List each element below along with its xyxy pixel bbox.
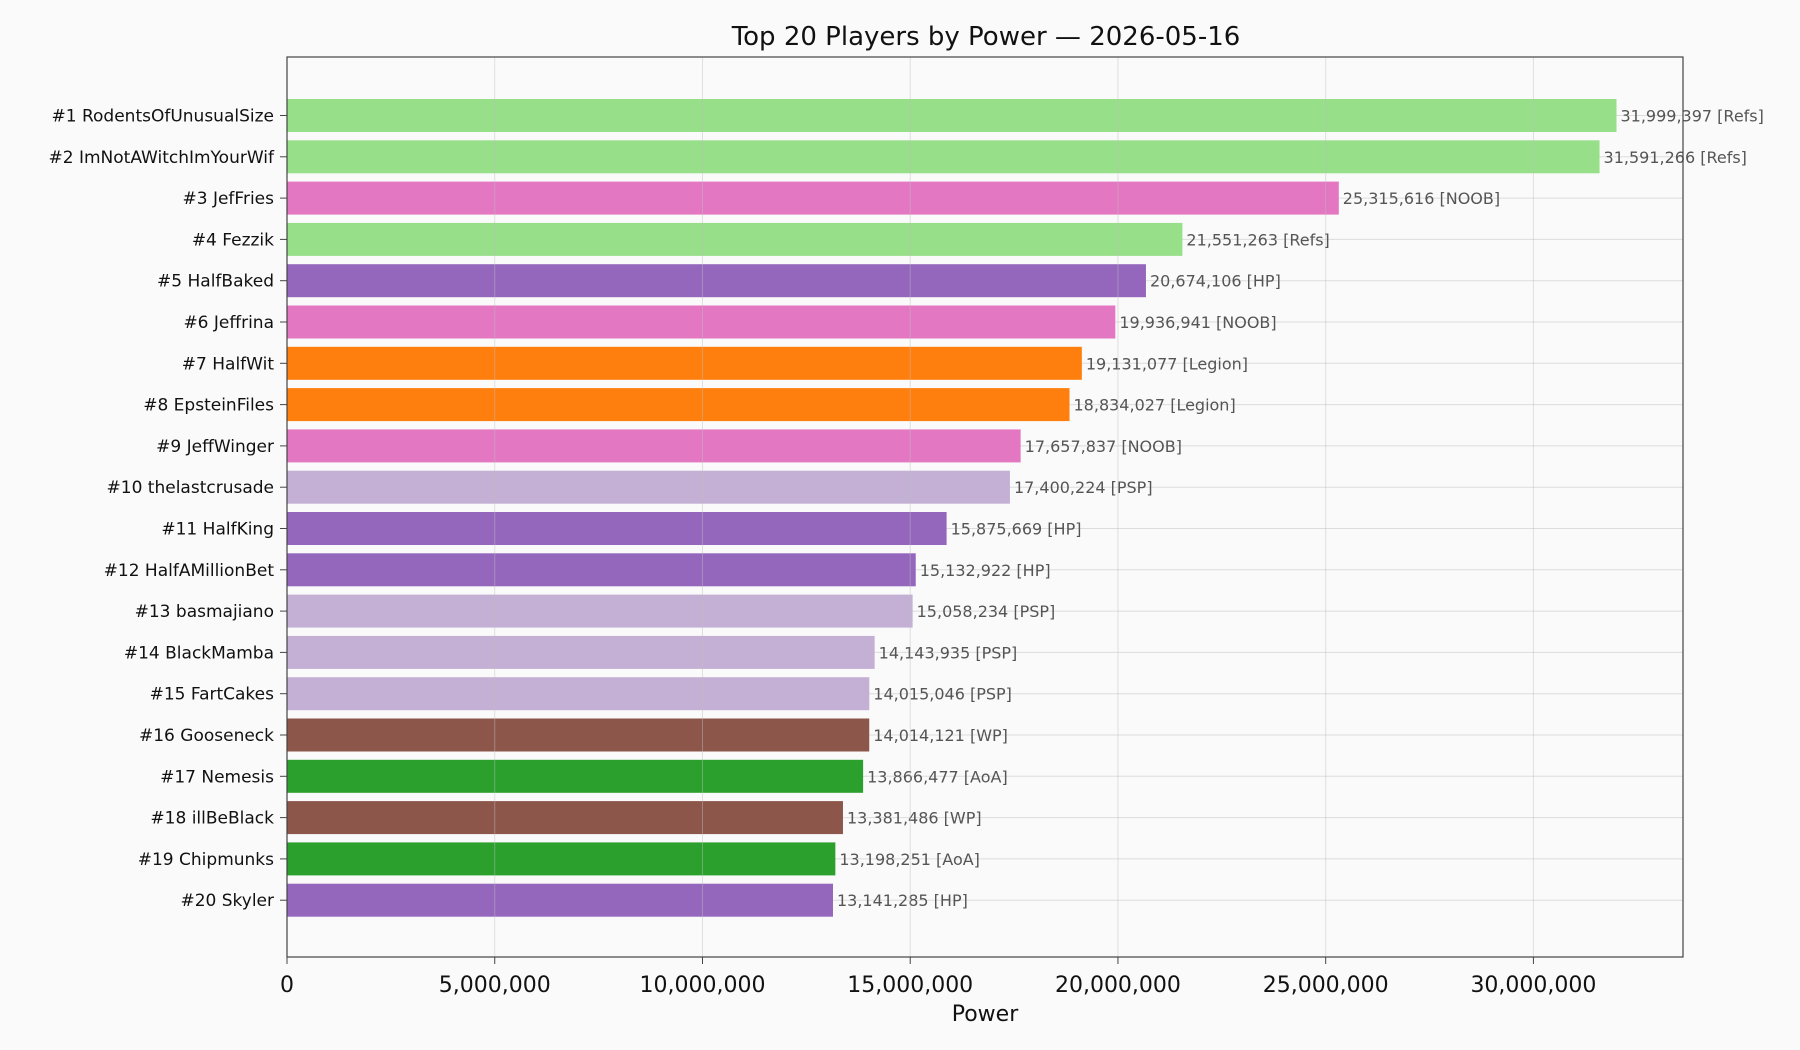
y-tick-label: #13 basmajiano: [135, 602, 274, 622]
bar: [287, 594, 913, 628]
y-tick-label: #16 Gooseneck: [139, 726, 274, 746]
data-label: 14,014,121 [WP]: [873, 726, 1008, 745]
data-label: 15,132,922 [HP]: [920, 561, 1051, 580]
y-tick-label: #20 Skyler: [180, 891, 274, 911]
bar: [287, 140, 1600, 174]
data-label: 21,551,263 [Refs]: [1186, 230, 1329, 249]
bar: [287, 842, 836, 876]
y-tick-label: #17 Nemesis: [160, 767, 274, 787]
data-label: 25,315,616 [NOOB]: [1343, 189, 1500, 208]
y-tick-label: #11 HalfKing: [161, 520, 274, 540]
y-tick-label: #1 RodentsOfUnusualSize: [52, 107, 275, 127]
y-tick-label: #5 HalfBaked: [157, 272, 274, 292]
y-tick-label: #8 EpsteinFiles: [143, 396, 274, 416]
bar: [287, 429, 1021, 463]
bar: [287, 512, 947, 545]
data-label: 20,674,106 [HP]: [1150, 272, 1281, 291]
bar: [287, 759, 864, 793]
x-axis-label: Power: [952, 1002, 1019, 1027]
bar: [287, 553, 916, 587]
data-label: 31,999,397 [Refs]: [1620, 107, 1763, 126]
data-label: 15,875,669 [HP]: [951, 520, 1082, 539]
data-label: 14,015,046 [PSP]: [873, 685, 1012, 704]
plot-frame: [286, 56, 1684, 958]
bar: [287, 222, 1183, 256]
data-label: 18,834,027 [Legion]: [1074, 396, 1236, 415]
data-label: 13,866,477 [AoA]: [867, 767, 1008, 786]
y-tick-label: #10 thelastcrusade: [107, 478, 274, 498]
bars: [287, 99, 1617, 917]
bar: [287, 99, 1617, 132]
x-tick-label: 30,000,000: [1470, 973, 1596, 998]
data-labels: 31,999,397 [Refs] 31,591,266 [Refs] 25,315…: [837, 107, 1764, 911]
bar: [287, 264, 1146, 298]
bar: [287, 718, 870, 752]
y-tick-label: #9 JeffWinger: [156, 437, 274, 457]
y-tick-label: #19 Chipmunks: [138, 850, 274, 870]
y-tick-label: #2 ImNotAWitchImYourWif: [49, 148, 275, 168]
data-label: 31,591,266 [Refs]: [1604, 148, 1747, 167]
y-tick-label: #12 HalfAMillionBet: [104, 561, 275, 581]
data-label: 19,936,941 [NOOB]: [1119, 313, 1276, 332]
x-tick-label: 0: [280, 973, 294, 998]
bar: [287, 470, 1010, 504]
y-tick-label: #4 Fezzik: [192, 230, 274, 250]
bar: [287, 181, 1339, 215]
x-tick-label: 15,000,000: [847, 973, 973, 998]
x-tick-label: 20,000,000: [1055, 973, 1181, 998]
bar: [287, 883, 833, 917]
y-tick-label: #18 illBeBlack: [150, 809, 274, 829]
data-label: 17,657,837 [NOOB]: [1025, 437, 1182, 456]
y-tick-label: #14 BlackMamba: [124, 643, 274, 663]
bar: [287, 801, 843, 835]
bar: [287, 677, 870, 711]
data-label: 13,198,251 [AoA]: [839, 850, 980, 869]
bar: [287, 635, 875, 669]
x-tick-label: 10,000,000: [639, 973, 765, 998]
bar: [287, 388, 1070, 422]
data-label: 15,058,234 [PSP]: [917, 602, 1056, 621]
y-tick-label: #7 HalfWit: [182, 354, 275, 374]
y-tick-label: #15 FartCakes: [150, 685, 275, 705]
y-tick-label: #6 Jeffrina: [183, 313, 274, 333]
data-label: 17,400,224 [PSP]: [1014, 478, 1153, 497]
chart-title: Top 20 Players by Power — 2026-05-16: [731, 22, 1241, 52]
bar: [287, 305, 1116, 339]
data-label: 19,131,077 [Legion]: [1086, 354, 1248, 373]
y-tick-label: #3 JefFries: [183, 189, 275, 209]
x-tick-label: 25,000,000: [1263, 973, 1389, 998]
data-label: 14,143,935 [PSP]: [879, 643, 1018, 662]
data-label: 13,141,285 [HP]: [837, 891, 968, 910]
data-label: 13,381,486 [WP]: [847, 809, 982, 828]
bar: [287, 346, 1082, 380]
y-tick-labels: #1 RodentsOfUnusualSize #2 ImNotAWitchImY…: [49, 107, 287, 911]
x-tick-label: 5,000,000: [439, 973, 551, 998]
